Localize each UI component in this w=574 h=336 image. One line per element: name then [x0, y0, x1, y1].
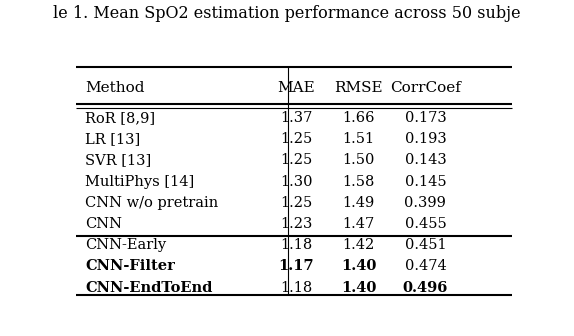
- Text: 1.17: 1.17: [278, 259, 314, 274]
- Text: 0.496: 0.496: [403, 281, 448, 295]
- Text: CNN-EndToEnd: CNN-EndToEnd: [85, 281, 212, 295]
- Text: 1.18: 1.18: [280, 238, 312, 252]
- Text: 0.474: 0.474: [405, 259, 446, 274]
- Text: 0.193: 0.193: [405, 132, 446, 146]
- Text: LR [13]: LR [13]: [85, 132, 141, 146]
- Text: 1.25: 1.25: [280, 153, 312, 167]
- Text: 0.143: 0.143: [405, 153, 446, 167]
- Text: 1.25: 1.25: [280, 196, 312, 210]
- Text: 1.37: 1.37: [280, 111, 313, 125]
- Text: 1.49: 1.49: [343, 196, 375, 210]
- Text: 1.30: 1.30: [280, 175, 313, 188]
- Text: MAE: MAE: [277, 81, 315, 95]
- Text: RoR [8,9]: RoR [8,9]: [85, 111, 155, 125]
- Text: CNN w/o pretrain: CNN w/o pretrain: [85, 196, 218, 210]
- Text: 1.51: 1.51: [343, 132, 375, 146]
- Text: 1.40: 1.40: [341, 259, 377, 274]
- Text: 1.23: 1.23: [280, 217, 313, 231]
- Text: 0.145: 0.145: [405, 175, 446, 188]
- Text: CNN-Early: CNN-Early: [85, 238, 166, 252]
- Text: 1.25: 1.25: [280, 132, 312, 146]
- Text: 1.42: 1.42: [343, 238, 375, 252]
- Text: 1.50: 1.50: [343, 153, 375, 167]
- Text: 1.18: 1.18: [280, 281, 312, 295]
- Text: 1.58: 1.58: [343, 175, 375, 188]
- Text: CorrCoef: CorrCoef: [390, 81, 461, 95]
- Text: CNN: CNN: [85, 217, 122, 231]
- Text: 0.173: 0.173: [405, 111, 446, 125]
- Text: le 1. Mean SpO2 estimation performance across 50 subje: le 1. Mean SpO2 estimation performance a…: [53, 5, 521, 22]
- Text: CNN-Filter: CNN-Filter: [85, 259, 175, 274]
- Text: SVR [13]: SVR [13]: [85, 153, 152, 167]
- Text: 1.66: 1.66: [343, 111, 375, 125]
- Text: RMSE: RMSE: [335, 81, 383, 95]
- Text: 0.455: 0.455: [405, 217, 446, 231]
- Text: Method: Method: [85, 81, 145, 95]
- Text: 0.399: 0.399: [405, 196, 447, 210]
- Text: 0.451: 0.451: [405, 238, 446, 252]
- Text: MultiPhys [14]: MultiPhys [14]: [85, 175, 195, 188]
- Text: 1.47: 1.47: [343, 217, 375, 231]
- Text: 1.40: 1.40: [341, 281, 377, 295]
